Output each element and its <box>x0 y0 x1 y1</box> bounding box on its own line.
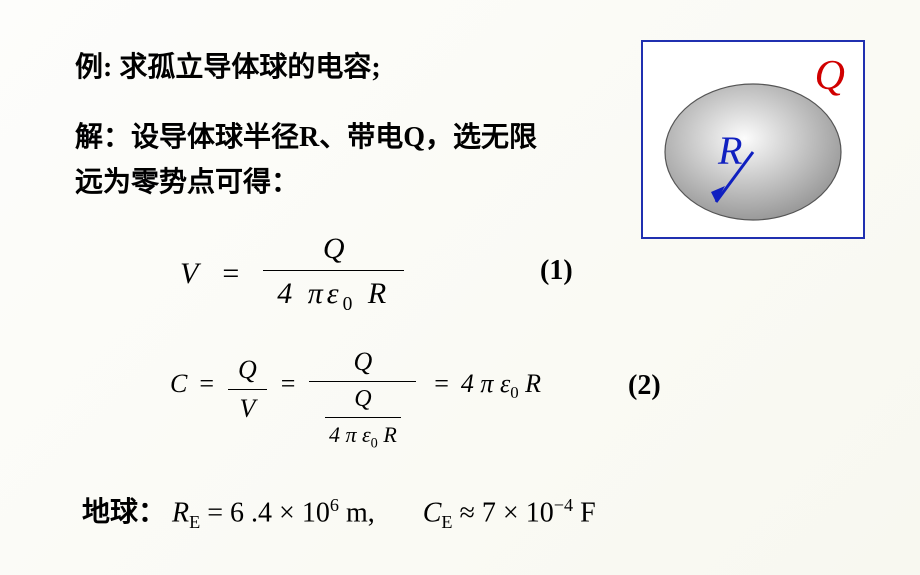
equation-2: C = Q V = Q Q 4 π ε0 R = 4 π ε0 R <box>170 345 541 454</box>
eq2-rhs: 4 π ε0 R <box>461 369 541 403</box>
eq2-frac2: Q Q 4 π ε0 R <box>309 345 416 454</box>
earth-r-unit: m, <box>339 497 375 528</box>
earth-label: 地球： <box>82 490 166 530</box>
earth-c-val: ≈ 7 × 10 <box>453 497 554 528</box>
earth-r-val: = 6 .4 × 10 <box>200 497 330 528</box>
solution-text-1: 解：设导体球半径R、带电Q，选无限 <box>75 115 537 155</box>
eq2-nested-den: 4 π ε0 R <box>325 418 401 452</box>
eq2-f2-num: Q <box>309 345 416 382</box>
eq1-denominator: 4 πε0 R <box>263 271 404 318</box>
eq2-f2-den: Q 4 π ε0 R <box>309 382 416 454</box>
eq1-den-main: 4 πε <box>277 277 342 310</box>
eq2-frac1: Q V <box>228 353 267 426</box>
example-text: 例: 求孤立导体球的电容; <box>75 45 381 85</box>
eq2-nd-tail: R <box>378 422 397 447</box>
eq1-den-sub: 0 <box>343 294 357 315</box>
earth-equation: RE = 6 .4 × 106 m, CE ≈ 7 × 10−4 F <box>172 495 596 533</box>
eq2-nd-main: 4 π ε <box>329 422 371 447</box>
earth-c-exp: −4 <box>554 495 573 515</box>
eq2-nd-sub: 0 <box>371 435 378 451</box>
eq2-c: C <box>170 369 187 399</box>
earth-c-sub: E <box>441 512 452 532</box>
earth-c-sym: C <box>423 497 442 528</box>
earth-c-unit: F <box>573 497 596 528</box>
eq1-lhs: V <box>180 257 198 291</box>
eq2-eq1: = <box>199 369 214 399</box>
equation-2-label: (2) <box>628 370 661 402</box>
eq2-rhs-sub: 0 <box>510 383 518 402</box>
earth-r-sub: E <box>189 512 200 532</box>
equation-1-label: (1) <box>540 255 573 287</box>
eq2-f1-num: Q <box>228 353 267 390</box>
figure-sphere: Q R <box>641 40 865 239</box>
eq1-fraction: Q 4 πε0 R <box>263 230 404 318</box>
figure-q-label: Q <box>815 52 845 100</box>
figure-r-label: R <box>718 127 742 174</box>
eq2-nested-num: Q <box>325 386 401 418</box>
eq2-rhs-main: 4 π ε <box>461 369 510 398</box>
earth-r-exp: 6 <box>330 495 339 515</box>
eq2-eq2: = <box>281 369 296 399</box>
solution-text-2: 远为零势点可得： <box>75 160 299 200</box>
eq1-equals: = <box>222 257 239 291</box>
eq2-f1-den: V <box>228 390 267 426</box>
eq2-rhs-tail: R <box>519 369 541 398</box>
eq1-numerator: Q <box>263 230 404 271</box>
earth-line: 地球： RE = 6 .4 × 106 m, CE ≈ 7 × 10−4 F <box>82 490 596 533</box>
eq2-eq3: = <box>434 369 449 399</box>
equation-1: V = Q 4 πε0 R <box>180 230 410 318</box>
earth-r-sym: R <box>172 497 189 528</box>
eq1-den-tail: R <box>356 277 390 310</box>
